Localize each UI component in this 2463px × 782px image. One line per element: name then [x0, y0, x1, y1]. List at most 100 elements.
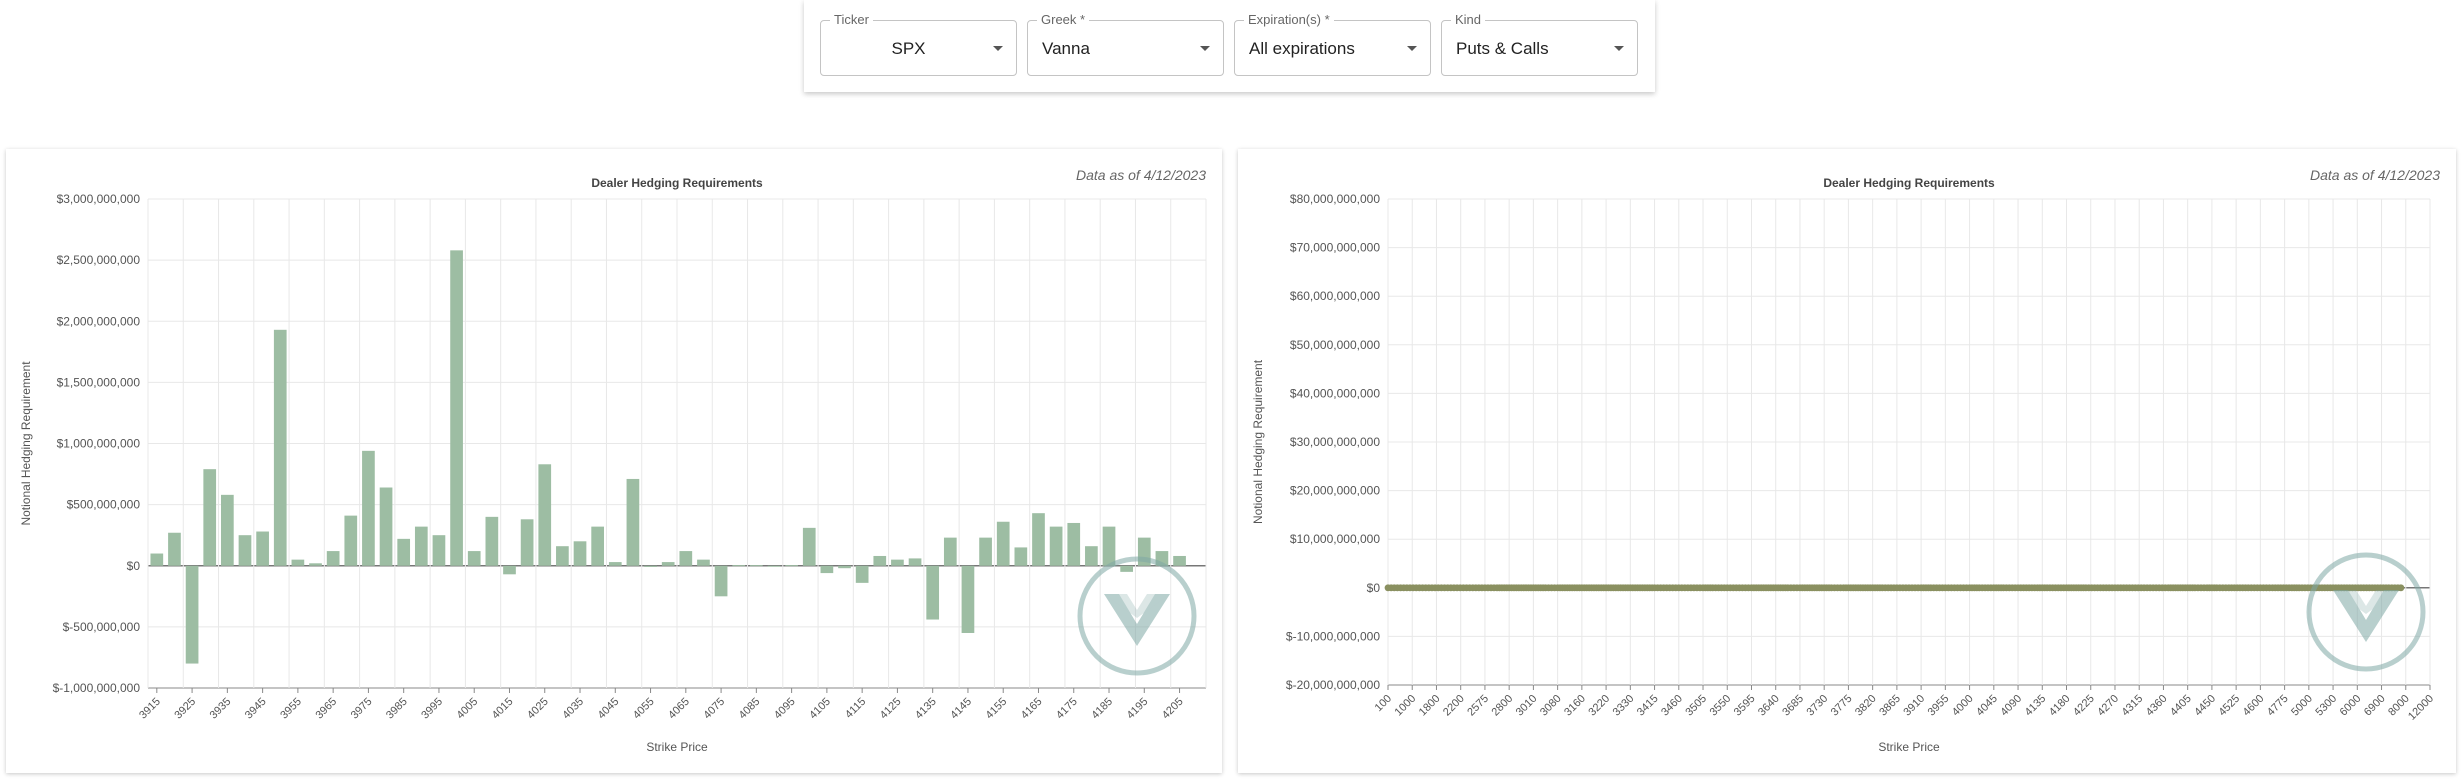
greek-value: Vanna: [1042, 39, 1090, 58]
bar: [520, 519, 534, 566]
bar: [1173, 555, 1186, 566]
bar: [943, 537, 957, 566]
x-tick-label: 4105: [807, 696, 833, 722]
y-tick-label: $-500,000,000: [63, 620, 141, 634]
logo-chevron-top: [2333, 590, 2399, 614]
x-tick-label: 4115: [843, 696, 868, 721]
ticker-select[interactable]: Ticker SPX: [820, 12, 1017, 76]
bar: [309, 563, 322, 566]
bar: [503, 565, 516, 575]
x-tick-label: 3080: [1538, 693, 1564, 719]
bar: [185, 565, 199, 664]
bar: [996, 521, 1010, 566]
x-tick-label: 3955: [278, 696, 304, 722]
x-tick-label: 3220: [1586, 693, 1612, 719]
bar: [450, 250, 463, 566]
y-tick-label: $2,000,000,000: [57, 314, 141, 328]
x-axis-label: Strike Price: [1878, 740, 1940, 754]
x-tick-label: 3010: [1514, 693, 1540, 719]
x-tick-label: 3975: [349, 696, 375, 722]
y-tick-label: $1,500,000,000: [57, 375, 141, 389]
bar: [1032, 513, 1045, 566]
y-tick-label: $1,000,000,000: [57, 437, 141, 451]
x-tick-label: 4775: [2265, 693, 2291, 719]
bar: [891, 559, 904, 566]
bar: [291, 559, 305, 566]
x-tick-label: 3910: [1901, 693, 1927, 719]
bar: [203, 469, 217, 566]
bar: [626, 478, 640, 566]
x-tick-label: 2800: [1489, 693, 1515, 719]
bar: [1120, 565, 1133, 572]
x-tick-label: 3865: [1877, 693, 1903, 719]
x-tick-label: 4175: [1054, 696, 1080, 722]
x-tick-label: 4225: [2071, 693, 2097, 719]
chevron-down-icon: [1200, 46, 1210, 51]
bar: [256, 531, 269, 566]
x-tick-label: 3505: [1683, 693, 1709, 719]
x-tick-label: 4405: [2168, 693, 2194, 719]
bar: [573, 541, 587, 566]
x-tick-label: 4075: [701, 696, 727, 722]
y-tick-label: $-1,000,000,000: [53, 681, 141, 695]
expiration-select[interactable]: Expiration(s) * All expirations: [1234, 12, 1431, 76]
x-tick-label: 5300: [2313, 693, 2339, 719]
x-tick-label: 3965: [313, 696, 339, 722]
y-axis-label: Notional Hedging Requirement: [19, 361, 33, 526]
greek-select[interactable]: Greek * Vanna: [1027, 12, 1224, 76]
bar: [979, 537, 992, 566]
x-tick-label: 4095: [772, 696, 798, 722]
y-tick-label: $500,000,000: [67, 498, 141, 512]
bar: [802, 527, 816, 566]
bar: [538, 464, 552, 566]
bar: [926, 565, 940, 620]
x-tick-label: 4035: [560, 696, 586, 722]
bar: [732, 565, 746, 567]
bar: [714, 565, 728, 597]
x-tick-label: 4045: [1974, 693, 2000, 719]
filter-bar: Ticker SPX Greek * Vanna Expiration(s) *…: [804, 0, 1655, 92]
x-tick-label: 4270: [2095, 693, 2121, 719]
x-tick-label: 4015: [490, 696, 516, 722]
x-tick-label: 4205: [1160, 696, 1186, 722]
x-tick-label: 2575: [1465, 693, 1491, 719]
x-tick-label: 6000: [2338, 693, 2364, 719]
chevron-down-icon: [1407, 46, 1417, 51]
logo-chevron: [1104, 594, 1170, 646]
bar: [273, 329, 287, 566]
scatter-chart: Dealer Hedging Requirements $-20,000,000,…: [1251, 176, 2436, 754]
x-tick-label: 4195: [1125, 696, 1151, 722]
bar: [150, 553, 164, 566]
logo-ring: [2306, 552, 2426, 672]
y-axis-label: Notional Hedging Requirement: [1251, 359, 1265, 524]
bar-chart-panel: Data as of 4/12/2023 Dealer Hedging Requ…: [6, 149, 1222, 773]
y-tick-label: $2,500,000,000: [57, 253, 141, 267]
bar: [238, 535, 252, 566]
x-tick-label: 3945: [243, 696, 269, 722]
y-tick-label: $80,000,000,000: [1290, 192, 1380, 206]
ticker-value: SPX: [891, 39, 926, 58]
x-tick-label: 4360: [2144, 693, 2170, 719]
bar: [1102, 526, 1116, 566]
bar: [591, 526, 604, 566]
x-tick-label: 1800: [1417, 693, 1443, 719]
y-tick-label: $20,000,000,000: [1290, 484, 1380, 498]
logo-ring: [1077, 556, 1197, 676]
x-tick-label: 1000: [1393, 693, 1419, 719]
bar: [767, 565, 781, 567]
x-tick-label: 3685: [1780, 693, 1806, 719]
bar: [397, 538, 411, 566]
x-tick-label: 2200: [1441, 693, 1467, 719]
logo-chevron-top: [1104, 594, 1170, 618]
x-tick-label: 3925: [172, 696, 198, 722]
y-tick-label: $-20,000,000,000: [1286, 678, 1380, 692]
x-tick-label: 4185: [1089, 696, 1115, 722]
x-tick-label: 4000: [1950, 693, 1976, 719]
y-tick-label: $-10,000,000,000: [1286, 629, 1380, 643]
x-tick-label: 4045: [596, 696, 622, 722]
x-tick-label: 4525: [2216, 693, 2242, 719]
x-tick-label: 3775: [1829, 693, 1855, 719]
x-tick-label: 4165: [1019, 696, 1045, 722]
bar: [221, 494, 234, 566]
kind-select[interactable]: Kind Puts & Calls: [1441, 12, 1638, 76]
